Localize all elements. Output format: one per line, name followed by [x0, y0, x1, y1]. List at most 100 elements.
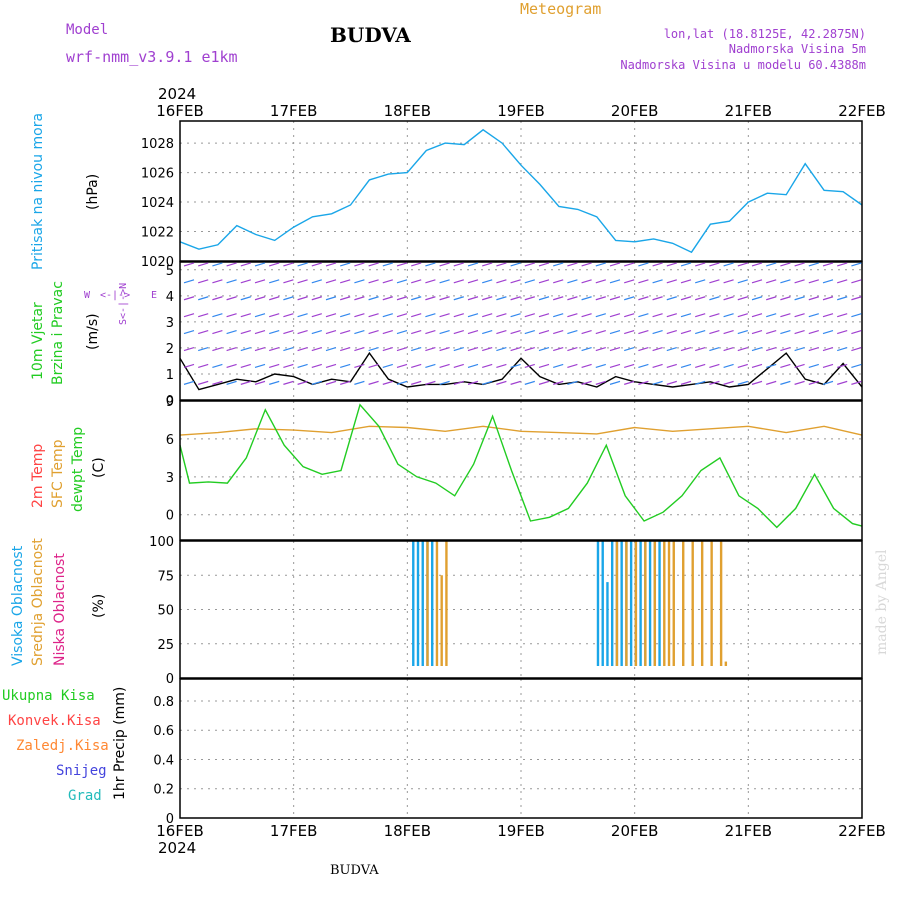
wind-arrow — [553, 313, 564, 318]
wind-arrow — [368, 380, 379, 385]
wind-arrow — [567, 330, 578, 335]
y-tick-label: 0 — [166, 509, 174, 524]
wind-arrow — [297, 330, 308, 335]
wind-arrow — [666, 346, 677, 352]
wind-arrow — [638, 330, 649, 335]
wind-arrow — [581, 279, 592, 284]
date-label-top: 18FEB — [384, 102, 431, 120]
wind-arrow — [510, 296, 521, 301]
y-tick-label: 1024 — [141, 196, 174, 211]
temp-label-sfc: SFC Temp — [50, 439, 66, 508]
wind-arrow — [837, 380, 848, 385]
wind-arrow — [808, 346, 819, 352]
wind-arrow — [254, 296, 266, 301]
wind-arrow — [652, 380, 663, 385]
wind-arrow — [311, 380, 322, 385]
cloud-bar — [445, 541, 448, 666]
cloud-bar — [610, 541, 614, 666]
wind-arrow — [723, 296, 734, 301]
wind-arrow — [510, 279, 521, 284]
wind-arrow — [183, 279, 195, 284]
cloud-unit: (%) — [91, 594, 107, 618]
wind-arrow — [283, 330, 294, 335]
wind-arrow — [425, 380, 436, 385]
wind-arrow — [482, 313, 493, 318]
wind-arrow — [652, 313, 663, 318]
wind-arrow — [368, 363, 379, 369]
wind-arrow — [496, 380, 507, 385]
wind-arrow — [325, 330, 337, 335]
y-tick-label: 0.4 — [153, 753, 174, 768]
wind-arrow — [425, 313, 436, 318]
wind-arrow — [851, 296, 862, 301]
cloud-bar — [724, 661, 728, 666]
year-top: 2024 — [158, 85, 196, 103]
wind-arrow — [226, 279, 237, 284]
wind-arrow — [524, 363, 535, 369]
cloud-bar — [416, 541, 420, 666]
wind-arrow — [553, 330, 564, 335]
wind-arrow — [510, 313, 521, 318]
wind-arrow — [609, 296, 621, 301]
wind-arrow — [822, 279, 834, 284]
wind-arrow — [837, 296, 848, 301]
wind-arrow — [254, 262, 266, 267]
wind-arrow — [311, 262, 322, 267]
wind-arrow — [254, 313, 266, 318]
model-label: Model — [66, 22, 108, 38]
wind-arrow — [709, 279, 720, 284]
wind-arrow — [808, 363, 819, 369]
wind-arrow — [269, 313, 280, 318]
wind-arrow — [581, 346, 592, 352]
wind-arrow — [737, 313, 748, 318]
wind-arrow — [325, 296, 337, 301]
y-tick-label: 2 — [166, 342, 174, 357]
wind-arrow — [254, 330, 266, 335]
wind-arrow — [340, 363, 351, 369]
cloud-bar — [634, 541, 638, 666]
wind-arrow — [425, 262, 436, 267]
wind-arrow — [751, 262, 763, 267]
wind-arrow — [794, 296, 805, 301]
wind-arrow — [666, 279, 677, 284]
wind-arrow — [382, 346, 393, 352]
wind-arrow — [354, 363, 365, 369]
wind-arrow — [822, 262, 834, 267]
wind-arrow — [666, 363, 677, 369]
wind-arrow — [751, 363, 763, 369]
wind-arrow — [581, 296, 592, 301]
precip-label-total: Ukupna Kisa — [2, 688, 95, 704]
wind-arrow — [325, 380, 337, 385]
wind-arrow — [482, 330, 493, 335]
wind-arrow — [396, 346, 408, 352]
wind-arrow — [311, 330, 322, 335]
wind-arrow — [212, 330, 223, 335]
wind-arrow — [680, 363, 692, 369]
wind-arrow — [269, 296, 280, 301]
cloud-bar — [629, 541, 633, 666]
wind-arrow — [382, 262, 393, 267]
wind-arrow — [553, 296, 564, 301]
wind-arrow — [794, 380, 805, 385]
wind-arrow — [382, 363, 393, 369]
wind-arrow — [354, 262, 365, 267]
precip-label-hail: Grad — [68, 788, 102, 804]
wind-arrow — [226, 296, 237, 301]
y-tick-label: 75 — [157, 569, 174, 584]
wind-arrow — [538, 313, 550, 318]
wind-arrow — [680, 313, 692, 318]
wind-arrow — [666, 262, 677, 267]
wind-arrow — [780, 346, 791, 352]
wind-arrow — [311, 279, 322, 284]
wind-arrow — [723, 313, 734, 318]
footer-title: BUDVA — [330, 863, 379, 878]
y-tick-label: 0.8 — [153, 695, 174, 710]
wind-arrow — [851, 346, 862, 352]
wind-arrow — [269, 363, 280, 369]
wind-arrow — [851, 279, 862, 284]
wind-arrow — [837, 313, 848, 318]
wind-arrow — [411, 330, 422, 335]
y-tick-label: 50 — [157, 604, 174, 619]
cloud-bar — [648, 541, 652, 666]
date-label-top: 16FEB — [156, 102, 203, 120]
